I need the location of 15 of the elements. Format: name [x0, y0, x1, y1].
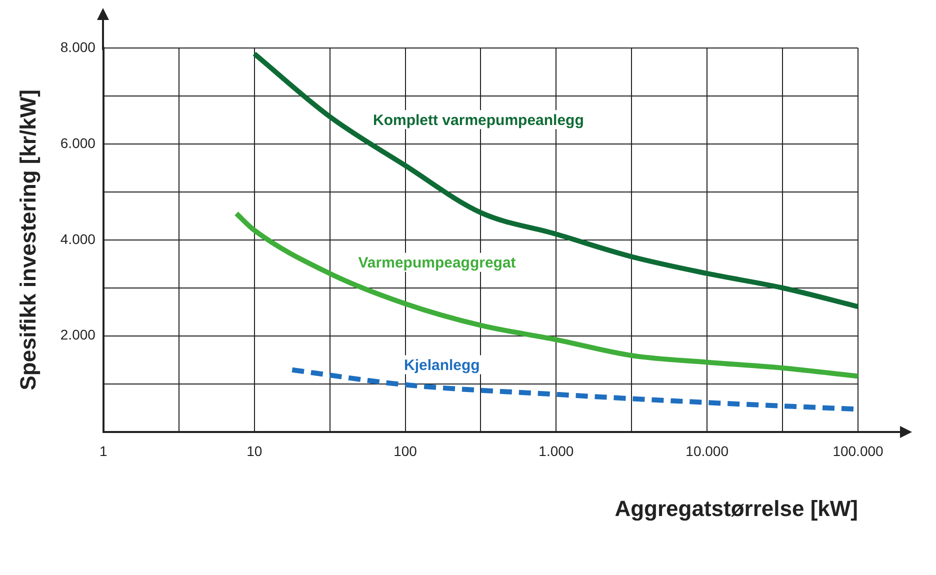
y-axis-title: Spesifikk investering [kr/kW] [15, 90, 40, 390]
y-tick-label: 4.000 [60, 230, 96, 247]
x-tick-label: 100 [394, 443, 418, 460]
x-tick-label: 10 [246, 443, 262, 460]
x-tick-label: 10.000 [686, 443, 729, 460]
series-label: Komplett varmepumpeanlegg [373, 112, 584, 129]
y-tick-label: 6.000 [60, 134, 96, 151]
x-tick-label: 1 [100, 443, 108, 460]
y-tick-label: 2.000 [60, 326, 96, 343]
series-label: Varmepumpeaggregat [358, 254, 516, 272]
series-label: Kjelanlegg [404, 356, 480, 374]
x-tick-label: 100.000 [832, 443, 884, 460]
x-tick-label: 1.000 [538, 443, 574, 460]
y-tick-label: 8.000 [60, 38, 96, 55]
x-axis-title: Aggregatstørrelse [kW] [614, 496, 858, 521]
